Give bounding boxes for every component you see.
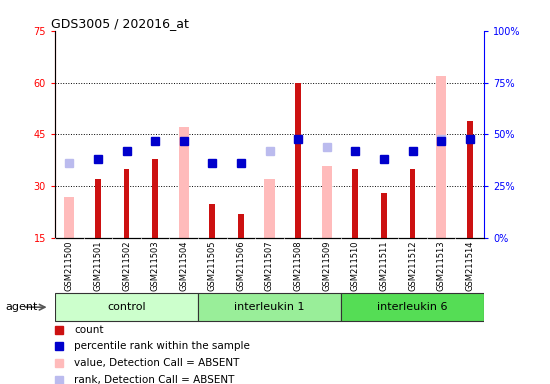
Bar [265, 179, 274, 238]
Text: GSM211505: GSM211505 [208, 241, 217, 291]
Bar [210, 204, 215, 238]
Bar [295, 83, 301, 238]
Text: value, Detection Call = ABSENT: value, Detection Call = ABSENT [74, 358, 240, 368]
Text: GSM211511: GSM211511 [379, 241, 388, 291]
Text: GSM211500: GSM211500 [65, 241, 74, 291]
FancyBboxPatch shape [55, 293, 198, 321]
Text: GSM211508: GSM211508 [294, 241, 302, 291]
Bar [322, 166, 332, 238]
Text: interleukin 1: interleukin 1 [234, 301, 305, 311]
Text: GSM211514: GSM211514 [465, 241, 474, 291]
Bar [436, 76, 446, 238]
Text: control: control [107, 301, 146, 311]
Text: percentile rank within the sample: percentile rank within the sample [74, 341, 250, 351]
Bar [124, 169, 129, 238]
Text: GSM211501: GSM211501 [94, 241, 102, 291]
Text: GSM211506: GSM211506 [236, 241, 245, 291]
FancyBboxPatch shape [341, 293, 484, 321]
Bar [95, 179, 101, 238]
Text: rank, Detection Call = ABSENT: rank, Detection Call = ABSENT [74, 374, 235, 384]
Bar [381, 193, 387, 238]
Text: GSM211510: GSM211510 [351, 241, 360, 291]
Text: agent: agent [6, 302, 38, 312]
Text: GSM211507: GSM211507 [265, 241, 274, 291]
Text: GSM211512: GSM211512 [408, 241, 417, 291]
Text: GSM211503: GSM211503 [151, 241, 160, 291]
Text: GSM211509: GSM211509 [322, 241, 331, 291]
Bar [467, 121, 472, 238]
Text: GSM211504: GSM211504 [179, 241, 188, 291]
Text: GSM211502: GSM211502 [122, 241, 131, 291]
Text: count: count [74, 325, 104, 335]
Bar [410, 169, 415, 238]
Bar [64, 197, 74, 238]
Text: GDS3005 / 202016_at: GDS3005 / 202016_at [51, 17, 189, 30]
Bar [238, 214, 244, 238]
FancyBboxPatch shape [198, 293, 341, 321]
Bar [179, 127, 189, 238]
Text: interleukin 6: interleukin 6 [377, 301, 448, 311]
Text: GSM211513: GSM211513 [437, 241, 446, 291]
Bar [353, 169, 358, 238]
Bar [152, 159, 158, 238]
